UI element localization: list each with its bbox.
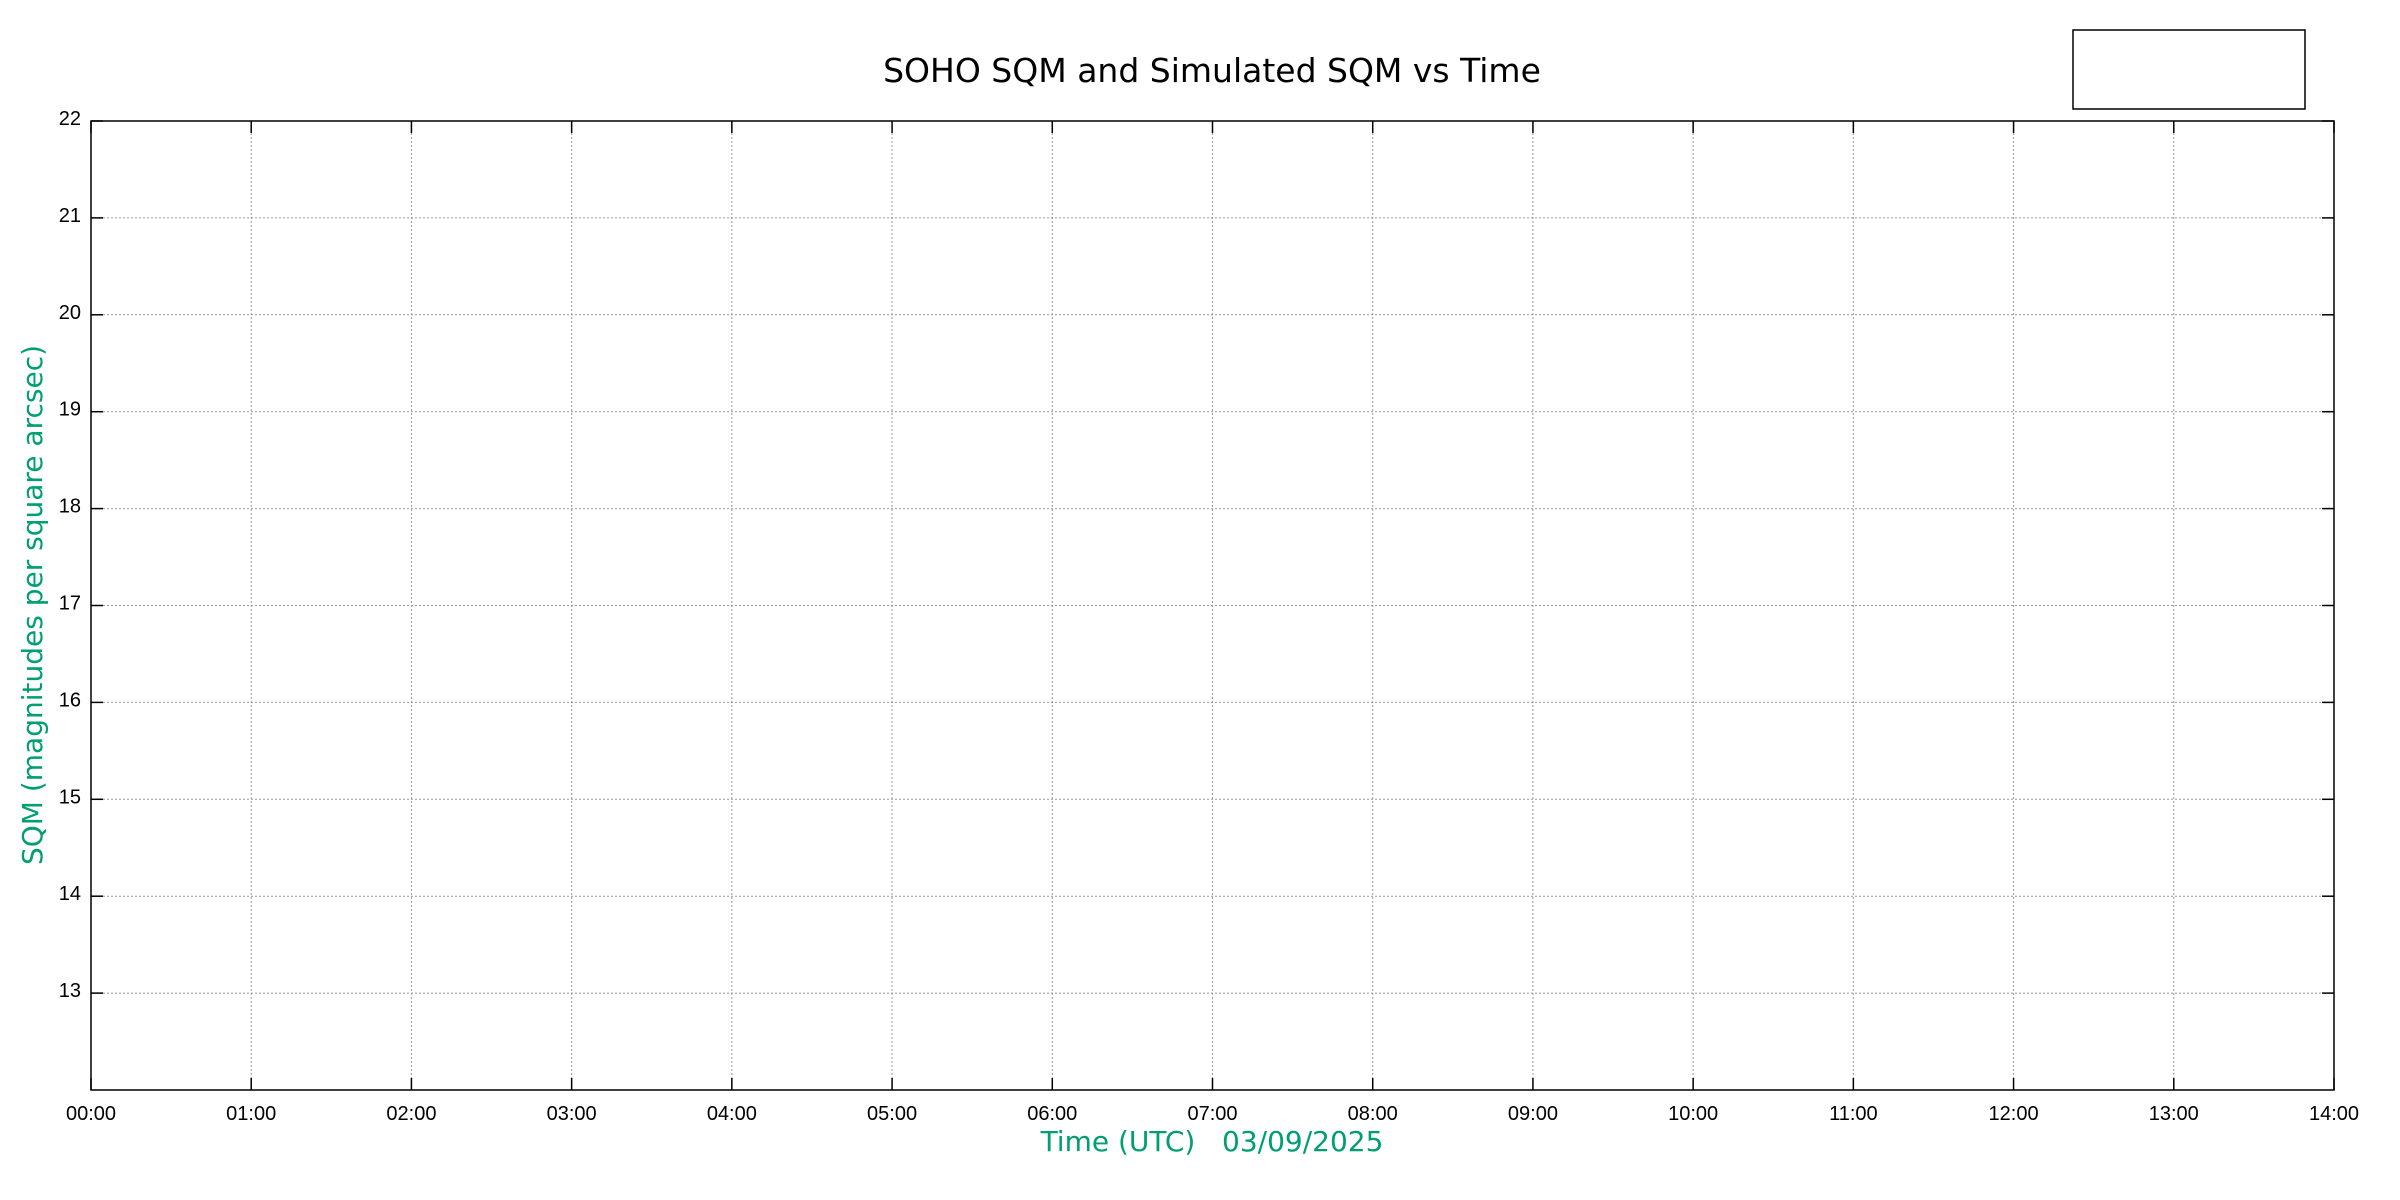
- y-tick-label: 19: [59, 399, 81, 421]
- y-tick-label: 22: [59, 108, 81, 130]
- x-tick-label: 14:00: [2309, 1103, 2359, 1125]
- y-tick-label: 15: [59, 786, 81, 808]
- x-tick-label: 12:00: [1989, 1103, 2039, 1125]
- y-tick-label: 21: [59, 205, 81, 227]
- x-tick-label: 09:00: [1508, 1103, 1558, 1125]
- plot-frame: [90, 120, 2335, 1091]
- x-tick-label: 06:00: [1027, 1103, 1077, 1125]
- axis-ticks: 00:00 01:00 02:00 03:00 04:00 05:00 06:00 07:00…: [59, 108, 2359, 1125]
- x-tick-label: 07:00: [1187, 1103, 1237, 1125]
- x-tick-label: 03:00: [547, 1103, 597, 1125]
- x-tick-label: 02:00: [386, 1103, 436, 1125]
- y-tick-label: 20: [59, 302, 81, 324]
- y-tick-label: 14: [59, 883, 81, 905]
- grid-lines: [91, 121, 2334, 1090]
- chart-title: SOHO SQM and Simulated SQM vs Time: [883, 51, 1541, 90]
- x-tick-label: 05:00: [867, 1103, 917, 1125]
- y-tick-label: 17: [59, 593, 81, 615]
- x-tick-label: 08:00: [1348, 1103, 1398, 1125]
- legend-box: [2072, 29, 2306, 110]
- y-tick-label: 18: [59, 496, 81, 518]
- y-tick-label: 16: [59, 689, 81, 711]
- x-tick-label: 11:00: [1829, 1103, 1878, 1125]
- y-axis-label: SQM (magnitudes per square arcsec): [16, 345, 49, 865]
- x-tick-label: 10:00: [1668, 1103, 1718, 1125]
- y-tick-label: 13: [59, 980, 81, 1002]
- x-tick-label: 13:00: [2149, 1103, 2199, 1125]
- x-tick-label: 04:00: [707, 1103, 757, 1125]
- x-tick-label: 00:00: [66, 1103, 116, 1125]
- x-tick-label: 01:00: [226, 1103, 276, 1125]
- x-axis-label: Time (UTC) 03/09/2025: [1040, 1125, 1384, 1158]
